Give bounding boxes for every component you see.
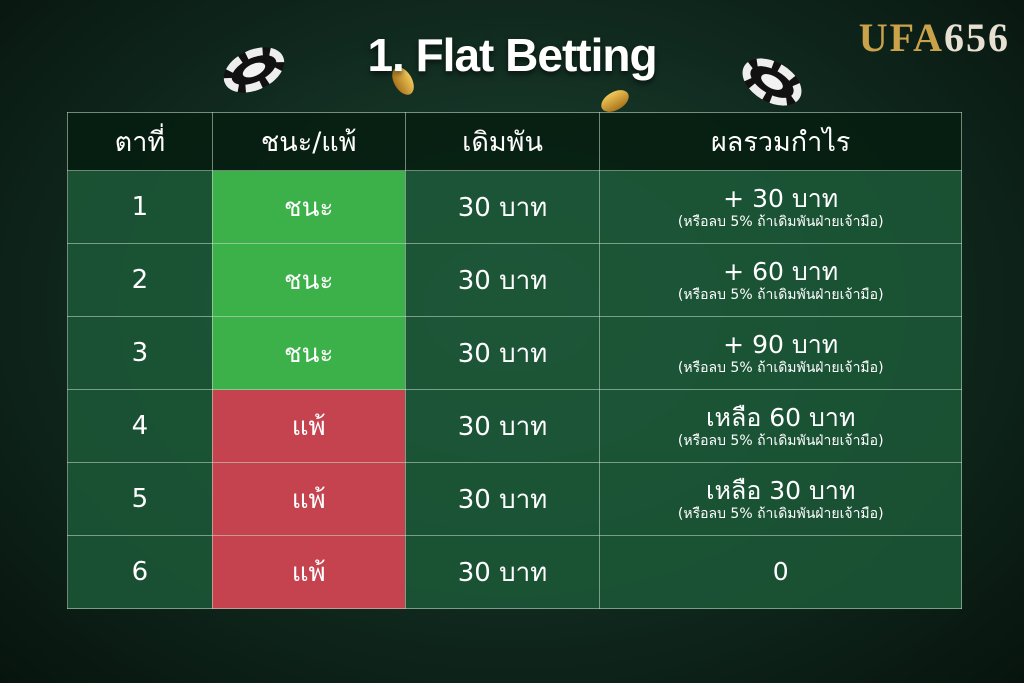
table-row: 6 แพ้ 30 บาท 0 [67, 535, 962, 609]
total-cell: + 60 บาท (หรือลบ 5% ถ้าเดิมพันฝ่ายเจ้ามือ… [599, 243, 962, 317]
bet-cell: 30 บาท [404, 243, 601, 317]
bet-cell: 30 บาท [404, 389, 601, 463]
bet-cell: 30 บาท [404, 170, 601, 244]
total-cell: + 30 บาท (หรือลบ 5% ถ้าเดิมพันฝ่ายเจ้ามือ… [599, 170, 962, 244]
header-bet: เดิมพัน [404, 112, 601, 171]
total-value: 0 [772, 557, 789, 586]
result-cell: ชนะ [211, 170, 406, 244]
table-row: 5 แพ้ 30 บาท เหลือ 30 บาท (หรือลบ 5% ถ้าเดิม… [67, 462, 962, 536]
bet-cell: 30 บาท [404, 316, 601, 390]
total-value: เหลือ 30 บาท [705, 475, 856, 505]
result-cell: แพ้ [211, 535, 406, 609]
round-cell: 3 [67, 316, 213, 390]
table-row: 1 ชนะ 30 บาท + 30 บาท (หรือลบ 5% ถ้าเดิมพันฝ… [67, 170, 962, 244]
header-round: ตาที่ [67, 112, 213, 171]
page-title: 1. Flat Betting [367, 29, 657, 81]
table-row: 3 ชนะ 30 บาท + 90 บาท (หรือลบ 5% ถ้าเดิมพันฝ… [67, 316, 962, 390]
bet-cell: 30 บาท [404, 535, 601, 609]
total-note: (หรือลบ 5% ถ้าเดิมพันฝ่ายเจ้ามือ) [677, 213, 884, 230]
result-cell: ชนะ [211, 243, 406, 317]
betting-table: ตาที่ ชนะ/แพ้ เดิมพัน ผลรวมกำไร 1 ชนะ 30 บ… [67, 112, 962, 609]
total-value: เหลือ 60 บาท [705, 402, 856, 432]
round-cell: 4 [67, 389, 213, 463]
table-row: 2 ชนะ 30 บาท + 60 บาท (หรือลบ 5% ถ้าเดิมพันฝ… [67, 243, 962, 317]
total-value: + 60 บาท [723, 256, 839, 286]
total-cell: 0 [599, 535, 962, 609]
logo: UFA656 [858, 15, 1010, 60]
round-cell: 6 [67, 535, 213, 609]
total-note: (หรือลบ 5% ถ้าเดิมพันฝ่ายเจ้ามือ) [677, 359, 884, 376]
total-note: (หรือลบ 5% ถ้าเดิมพันฝ่ายเจ้ามือ) [677, 286, 884, 303]
table-row: 4 แพ้ 30 บาท เหลือ 60 บาท (หรือลบ 5% ถ้าเดิม… [67, 389, 962, 463]
result-cell: แพ้ [211, 462, 406, 536]
total-note: (หรือลบ 5% ถ้าเดิมพันฝ่ายเจ้ามือ) [677, 505, 884, 522]
total-value: + 30 บาท [723, 183, 839, 213]
round-cell: 1 [67, 170, 213, 244]
table-header: ตาที่ ชนะ/แพ้ เดิมพัน ผลรวมกำไร [67, 112, 962, 171]
round-cell: 2 [67, 243, 213, 317]
header-total: ผลรวมกำไร [599, 112, 962, 171]
result-cell: แพ้ [211, 389, 406, 463]
round-cell: 5 [67, 462, 213, 536]
total-cell: + 90 บาท (หรือลบ 5% ถ้าเดิมพันฝ่ายเจ้ามือ… [599, 316, 962, 390]
total-note: (หรือลบ 5% ถ้าเดิมพันฝ่ายเจ้ามือ) [677, 432, 884, 449]
total-cell: เหลือ 60 บาท (หรือลบ 5% ถ้าเดิมพันฝ่ายเจ้… [599, 389, 962, 463]
total-cell: เหลือ 30 บาท (หรือลบ 5% ถ้าเดิมพันฝ่ายเจ้… [599, 462, 962, 536]
header-result: ชนะ/แพ้ [211, 112, 406, 171]
result-cell: ชนะ [211, 316, 406, 390]
bet-cell: 30 บาท [404, 462, 601, 536]
total-value: + 90 บาท [723, 329, 839, 359]
